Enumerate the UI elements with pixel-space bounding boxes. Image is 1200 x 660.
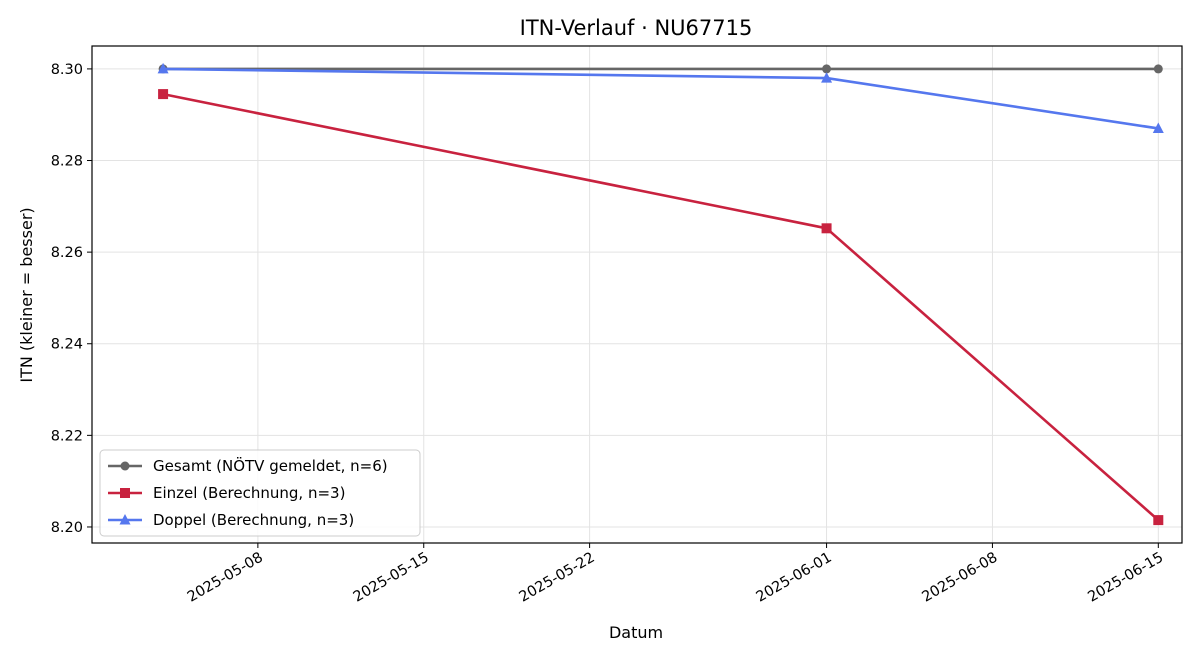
series-square xyxy=(158,89,1164,526)
series-line xyxy=(163,67,1159,130)
legend-box xyxy=(99,449,421,537)
data-point xyxy=(158,89,169,100)
chart-title: ITN-Verlauf · NU67715 xyxy=(520,16,753,40)
plot-area-frame xyxy=(91,45,1183,544)
y-tick-label: 8.24 xyxy=(51,337,83,353)
data-point xyxy=(822,64,832,74)
y-tick-label: 8.20 xyxy=(51,520,83,536)
legend-label: Doppel (Berechnung, n=3) xyxy=(153,511,354,529)
x-tick-label: 2025-05-22 xyxy=(517,550,598,606)
data-point xyxy=(821,72,833,83)
x-tick-label: 2025-05-15 xyxy=(351,550,432,606)
y-tick-label: 8.26 xyxy=(51,245,83,261)
legend-marker xyxy=(120,461,130,471)
x-axis-ticks: 2025-05-08 2025-05-15 2025-05-22 2025-06-01… xyxy=(185,543,1166,606)
legend-entry: Gesamt (NÖTV gemeldet, n=6) xyxy=(108,456,388,475)
legend-entry: Einzel (Berechnung, n=3) xyxy=(108,484,345,502)
data-point xyxy=(821,223,832,234)
y-axis-label: ITN (kleiner = besser) xyxy=(17,207,36,382)
y-tick-label: 8.22 xyxy=(51,428,83,444)
x-tick-label: 2025-06-01 xyxy=(754,550,835,606)
x-axis-label: Datum xyxy=(609,623,663,642)
legend-marker xyxy=(119,514,131,525)
data-point xyxy=(1153,515,1164,526)
legend-label: Einzel (Berechnung, n=3) xyxy=(153,484,345,502)
data-point xyxy=(1153,64,1163,74)
data-point xyxy=(157,62,169,74)
series-triangle xyxy=(157,62,1164,133)
x-tick-label: 2025-06-15 xyxy=(1085,550,1166,606)
data-point xyxy=(1152,122,1164,133)
legend-label: Gesamt (NÖTV gemeldet, n=6) xyxy=(153,456,388,475)
legend-marker xyxy=(120,488,130,498)
legend: Gesamt (NÖTV gemeldet, n=6) Einzel (Berec… xyxy=(99,449,421,537)
y-axis-ticks: 8.20 8.22 8.24 8.26 8.28 8.30 xyxy=(51,62,92,536)
x-tick-label: 2025-05-08 xyxy=(185,550,266,606)
x-tick-label: 2025-06-08 xyxy=(919,550,1000,606)
y-tick-label: 8.28 xyxy=(51,154,83,170)
y-tick-label: 8.30 xyxy=(51,62,83,78)
series-layer xyxy=(157,62,1164,526)
legend-entry: Doppel (Berechnung, n=3) xyxy=(108,511,354,529)
